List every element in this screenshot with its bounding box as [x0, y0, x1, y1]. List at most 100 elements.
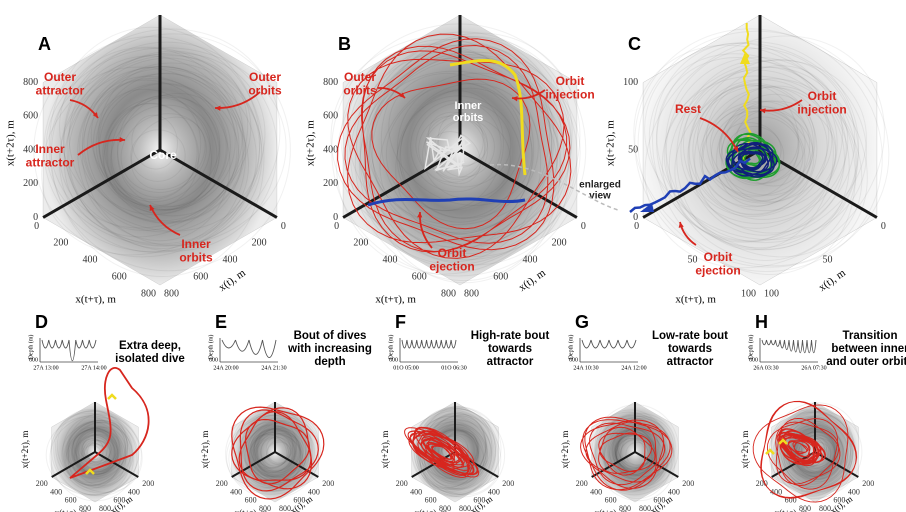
tick-label: 400 [230, 487, 242, 496]
inset-depth-trace [42, 340, 96, 361]
inset-tick-label: 01O 05:00 [393, 365, 419, 371]
annotation: orbits [248, 83, 282, 97]
inset-tick-label: 600 [569, 357, 578, 363]
inset-axis-label: Depth (m) [387, 335, 394, 360]
annotation: Orbit [704, 250, 733, 264]
tick-label: 200 [23, 178, 38, 189]
tick-label: 400 [83, 255, 98, 266]
tick-label: 0 [334, 221, 339, 232]
annotation: orbits [453, 112, 484, 124]
inset-tick-label: 600 [29, 357, 38, 363]
axis-label: x(t+τ), m [595, 508, 628, 512]
tick-label: 200 [322, 479, 334, 488]
annotation: Outer [249, 70, 281, 84]
annotation: attractor [36, 83, 85, 97]
tick-label: 400 [668, 487, 680, 496]
tick-label: 400 [383, 255, 398, 266]
panel-title: depth [314, 356, 345, 368]
panel-title: Transition [843, 330, 898, 342]
tick-label: 200 [53, 238, 68, 249]
tick-label: 0 [881, 221, 886, 232]
axis-label: x(t+2τ), m [560, 431, 570, 469]
panel-title: isolated dive [115, 353, 185, 365]
panel-title: between inner [831, 343, 906, 355]
inset-axis-label: Depth (m) [747, 335, 754, 360]
tick-label: 600 [605, 496, 617, 505]
axis-label: x(t+2τ), m [380, 431, 390, 469]
axis-label: x(t+τ), m [415, 508, 448, 512]
tick-label: 400 [50, 487, 62, 496]
panel-title: towards [488, 343, 532, 355]
tick-label: 0 [34, 221, 39, 232]
axis-label: x(t+2τ), m [5, 120, 17, 167]
figure: 020040060080002004006008000200400600800x… [0, 0, 906, 512]
axis-label: x(t+2τ), m [200, 431, 210, 469]
tick-label: 200 [353, 238, 368, 249]
panel-label: E [215, 312, 227, 332]
tick-label: 800 [464, 288, 479, 299]
tick-label: 200 [323, 178, 338, 189]
inset-tick-label: 600 [209, 357, 218, 363]
tick-label: 50 [822, 255, 832, 266]
annotation: Outer [44, 70, 76, 84]
panel-title: High-rate bout [471, 330, 550, 342]
inset-tick-label: 27A 13:00 [33, 365, 58, 371]
annotation: orbits [343, 83, 377, 97]
tick-label: 400 [323, 144, 338, 155]
tick-label: 600 [323, 111, 338, 122]
tick-label: 200 [142, 479, 154, 488]
tick-label: 800 [164, 288, 179, 299]
axis-label: x(t+2τ), m [740, 431, 750, 469]
annotation: Orbit [556, 74, 585, 88]
inset-axis-label: Depth (m) [567, 335, 574, 360]
axis-label: x(t+2τ), m [20, 431, 30, 469]
inset-depth-trace [402, 340, 456, 348]
annotation: ejection [695, 263, 740, 277]
inset-tick-label: 24A 20:00 [213, 365, 238, 371]
tick-label: 400 [410, 487, 422, 496]
annotation: Core [149, 148, 177, 162]
panel-label: H [755, 312, 768, 332]
panel-title: and outer orbits [826, 356, 906, 368]
annotation: Orbit [438, 246, 467, 260]
tick-label: 600 [23, 111, 38, 122]
annotation: Orbit [808, 89, 837, 103]
inset-tick-label: 600 [749, 357, 758, 363]
axis-label: x(t+2τ), m [305, 120, 317, 167]
tick-label: 600 [493, 271, 508, 282]
tick-label: 100 [764, 288, 779, 299]
inset-tick-label: 24A 21:30 [261, 365, 286, 371]
panel-label: D [35, 312, 48, 332]
panel-title: Extra deep, [119, 340, 181, 352]
tick-label: 600 [245, 496, 257, 505]
panel-label: A [38, 34, 51, 54]
panel-title: with increasing [287, 343, 372, 355]
tick-label: 600 [193, 271, 208, 282]
annotation: injection [797, 102, 846, 116]
tick-label: 400 [308, 487, 320, 496]
tick-label: 400 [222, 255, 237, 266]
panel-label: F [395, 312, 406, 332]
tick-label: 100 [623, 77, 638, 88]
axis-label: x(t+τ), m [675, 294, 716, 306]
tick-label: 600 [112, 271, 127, 282]
tick-label: 200 [576, 479, 588, 488]
tick-label: 200 [552, 238, 567, 249]
tick-label: 600 [65, 496, 77, 505]
tick-label: 200 [36, 479, 48, 488]
tick-label: 600 [425, 496, 437, 505]
panel-title: attractor [667, 356, 714, 368]
tick-label: 800 [141, 288, 156, 299]
axis-label: x(t), m [817, 267, 849, 294]
tick-label: 0 [634, 221, 639, 232]
tick-label: 200 [502, 479, 514, 488]
tick-label: 400 [128, 487, 140, 496]
tick-label: 400 [522, 255, 537, 266]
panel-label: G [575, 312, 589, 332]
tick-label: 200 [862, 479, 874, 488]
axis-label: x(t+τ), m [75, 294, 116, 306]
tick-label: 0 [281, 221, 286, 232]
inset-tick-label: 26A 07:30 [801, 365, 826, 371]
annotation: ejection [429, 259, 474, 273]
axis-label: x(t+τ), m [375, 294, 416, 306]
